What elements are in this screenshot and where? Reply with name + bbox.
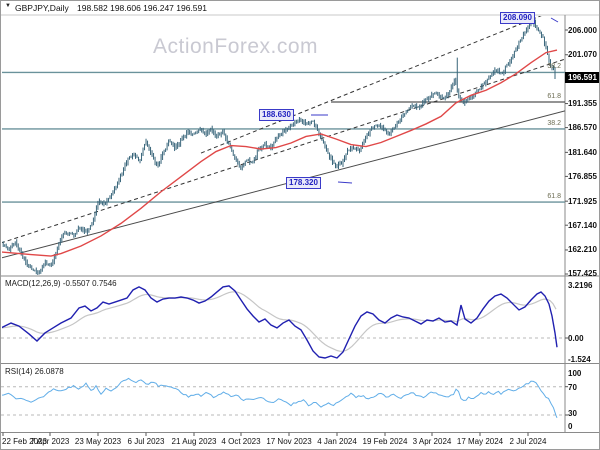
dashed-trendline[interactable]	[200, 15, 543, 154]
solid-trendline[interactable]	[1, 110, 565, 259]
date-axis-label: 3 Apr 2024	[412, 437, 452, 446]
price-annotation-box[interactable]: 208.090	[500, 12, 535, 24]
ema-line	[2, 49, 558, 257]
price-annotation-box[interactable]: 178.320	[286, 177, 321, 189]
price-axis-label: 167.140	[568, 220, 597, 230]
rsi-axis-label: 30	[568, 409, 577, 418]
annotation-pointer	[550, 17, 559, 23]
annotation-pointer	[337, 181, 353, 184]
fib-ratio-label: 61.8	[547, 92, 561, 100]
macd-axis-label: 3.2196	[568, 281, 593, 290]
price-axis-label: 201.070	[568, 50, 597, 60]
ohlc-values: 198.582 198.606 196.247 196.591	[77, 3, 207, 13]
dashed-trendline[interactable]	[1, 58, 565, 244]
price-axis-label: 162.210	[568, 245, 597, 255]
date-axis-label: 22 Feb 2023	[2, 437, 47, 446]
price-axis-label: 171.925	[568, 196, 597, 206]
macd-line	[2, 285, 558, 359]
watermark: ActionForex.com	[153, 35, 319, 58]
price-axis-label: 181.640	[568, 147, 597, 157]
date-axis-label: 21 Aug 2023	[171, 437, 217, 446]
date-axis-label: 23 May 2023	[74, 437, 122, 446]
fib-ratio-label: 38.2	[547, 119, 561, 127]
price-axis-label: 157.425	[568, 269, 597, 279]
price-axis-label: 206.000	[568, 25, 597, 35]
price-axis-label: 191.355	[568, 99, 597, 109]
date-axis-label: 19 Feb 2024	[362, 437, 408, 446]
fib-ratio-label: 38.2	[547, 63, 561, 71]
macd-signal-line	[2, 291, 557, 352]
date-axis-label: 6 Jul 2023	[127, 437, 165, 446]
rsi-axis-label: 0	[568, 422, 573, 431]
rsi-line	[2, 377, 558, 418]
collapse-indicator-icon[interactable]: ▼	[5, 3, 11, 9]
symbol-timeframe-label: GBPJPY,Daily	[15, 3, 69, 13]
date-axis-label: 4 Jan 2024	[317, 437, 357, 446]
date-axis-label: 7 Apr 2023	[30, 437, 70, 446]
macd-axis-label: 0.00	[568, 333, 584, 343]
macd-indicator-label: MACD(12,26,9) -0.5507 0.7546	[5, 279, 117, 288]
date-axis-label: 17 Nov 2023	[266, 437, 312, 446]
price-annotation-box[interactable]: 188.630	[259, 109, 294, 121]
date-axis-label: 17 May 2024	[456, 437, 504, 446]
chart-header: ▼ GBPJPY,Daily 198.582 198.606 196.247 1…	[1, 1, 599, 15]
price-axis-label: 176.855	[568, 171, 597, 181]
rsi-axis-label: 70	[568, 382, 577, 392]
rsi-axis-label: 100	[568, 369, 582, 378]
current-price-label: 196.591	[565, 71, 599, 83]
date-axis-label: 2 Jul 2024	[509, 437, 547, 446]
price-axis-label: 186.570	[568, 123, 597, 133]
rsi-indicator-label: RSI(14) 26.0878	[5, 367, 64, 376]
fib-ratio-label: 61.8	[547, 193, 561, 201]
date-axis-label: 4 Oct 2023	[221, 437, 261, 446]
macd-axis-label: -1.524	[568, 354, 591, 364]
